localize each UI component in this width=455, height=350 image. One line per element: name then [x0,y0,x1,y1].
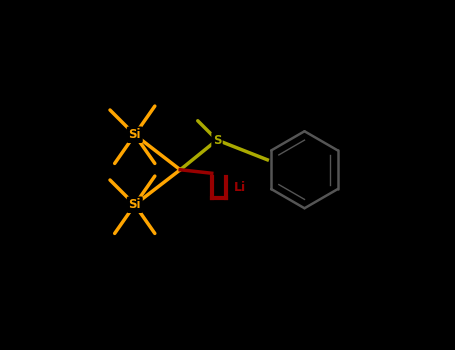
Text: Li: Li [233,181,246,194]
Text: Si: Si [128,198,141,211]
Text: S: S [213,133,221,147]
Text: Si: Si [128,128,141,141]
